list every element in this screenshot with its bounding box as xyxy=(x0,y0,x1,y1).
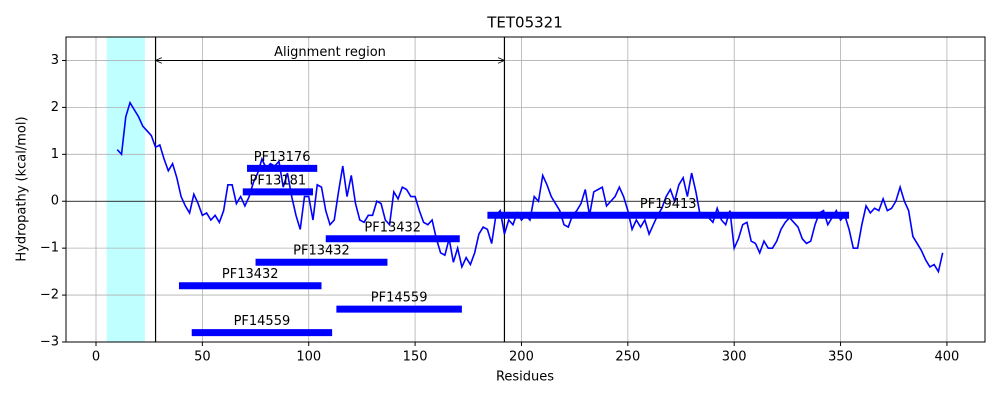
y-tick-label: 0 xyxy=(51,194,59,209)
x-tick-label: 150 xyxy=(403,350,428,365)
y-tick-label: −1 xyxy=(40,241,59,256)
x-tick-label: 0 xyxy=(92,350,100,365)
domain-label: PF13432 xyxy=(364,220,421,235)
domain-label: PF14559 xyxy=(234,314,291,329)
region-label: Alignment region xyxy=(274,45,386,60)
domain-label: PF13176 xyxy=(254,150,311,165)
plot-frame xyxy=(65,36,986,343)
y-tick-label: 1 xyxy=(51,147,59,162)
x-axis-label: Residues xyxy=(496,370,554,385)
highlight-span xyxy=(106,37,145,342)
x-tick-label: 300 xyxy=(722,350,747,365)
x-tick-label: 50 xyxy=(194,350,211,365)
y-axis-label: Hydropathy (kcal/mol) xyxy=(15,116,30,261)
domain-label: PF13432 xyxy=(293,244,350,259)
y-tick-label: −3 xyxy=(40,335,59,350)
chart-title: TET05321 xyxy=(486,14,563,32)
domain-label: PF19413 xyxy=(640,197,697,212)
x-tick-label: 400 xyxy=(935,350,960,365)
y-tick-label: −2 xyxy=(40,288,59,303)
domain-label: PF13432 xyxy=(222,267,279,282)
y-tick-label: 2 xyxy=(51,100,59,115)
x-tick-label: 250 xyxy=(615,350,640,365)
x-tick-label: 100 xyxy=(296,350,321,365)
x-tick-label: 350 xyxy=(828,350,853,365)
domain-label: PF14559 xyxy=(371,291,428,306)
x-tick-label: 200 xyxy=(509,350,534,365)
hydropathy-line xyxy=(116,100,944,274)
domain-label: PF13181 xyxy=(250,173,307,188)
y-tick-label: 3 xyxy=(51,53,59,68)
